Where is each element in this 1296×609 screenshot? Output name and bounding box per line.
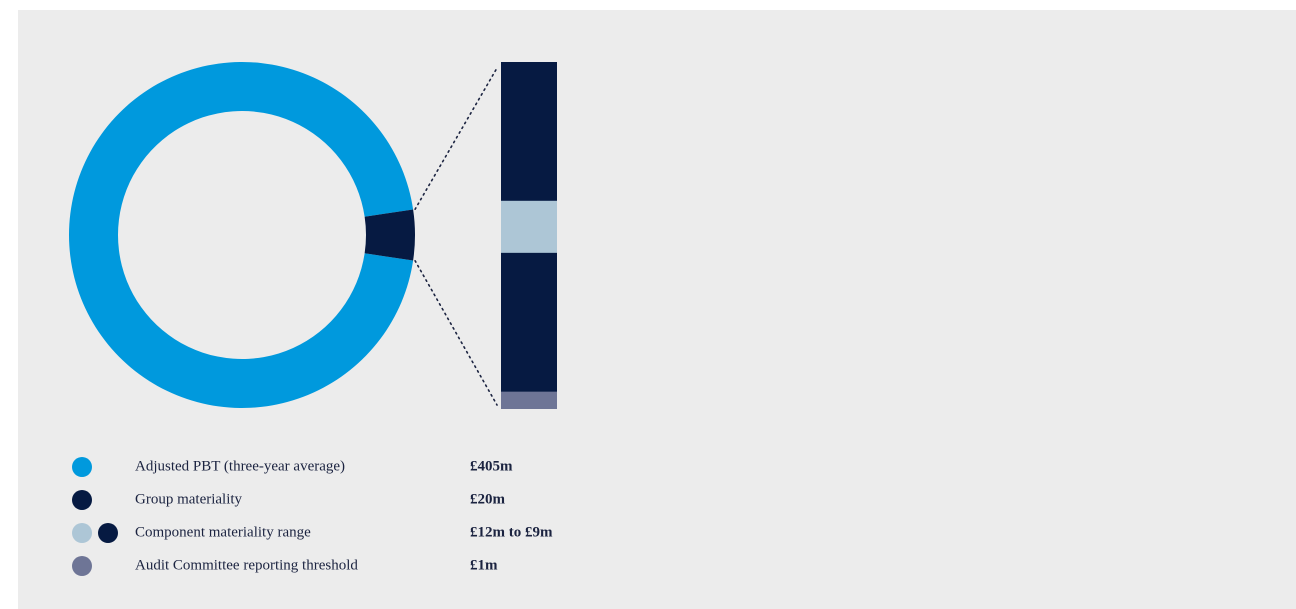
legend-swatch	[72, 490, 92, 510]
donut-slice	[364, 209, 415, 261]
connector	[414, 67, 498, 211]
legend-label: Adjusted PBT (three-year average)	[135, 458, 345, 474]
legend-value: £405m	[470, 458, 513, 474]
legend-value: £1m	[470, 557, 498, 573]
legend-value: £12m to £9m	[470, 524, 553, 540]
legend-label: Component materiality range	[135, 524, 311, 540]
bar-segment	[501, 252, 557, 409]
legend-swatch	[72, 556, 92, 576]
legend-label: Audit Committee reporting threshold	[135, 557, 358, 573]
legend-swatch	[72, 457, 92, 477]
connector	[414, 259, 498, 406]
legend-value: £20m	[470, 491, 506, 507]
legend-label: Group materiality	[135, 491, 243, 507]
bar-segment	[501, 391, 557, 409]
legend-swatch	[98, 523, 118, 543]
legend-swatch	[72, 523, 92, 543]
